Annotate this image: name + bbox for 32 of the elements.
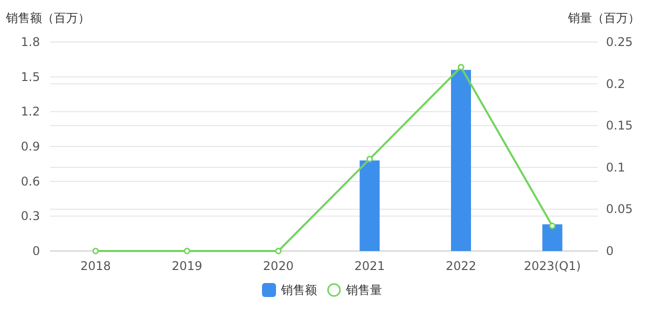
y-tick-label: 0.9	[20, 140, 40, 154]
point	[92, 248, 99, 254]
y2-tick-label: 0	[606, 244, 614, 258]
y-tick-label: 0.6	[20, 174, 40, 188]
point	[275, 248, 282, 254]
y-tick-label: 1.5	[20, 70, 40, 84]
y-tick-label: 1.8	[20, 35, 40, 49]
x-tick-label: 2021	[354, 259, 385, 273]
y-tick-label: 0.3	[20, 209, 40, 224]
point	[184, 248, 190, 254]
y2-tick-label: 0.2	[606, 76, 626, 91]
y-tick-label: 0	[32, 244, 40, 258]
x-tick-label: 2018	[80, 259, 111, 273]
y-tick-label: 1.2	[20, 104, 40, 119]
y2-tick-label: 0.1	[606, 160, 626, 174]
y2-axis-title: 销量（百万）	[567, 11, 640, 25]
x-tick-label: 2022	[446, 259, 476, 273]
legend-label: 销售量	[345, 283, 382, 297]
y2-tick-label: 0.15	[606, 118, 633, 133]
x-tick-label: 2019	[172, 259, 202, 273]
point	[549, 222, 556, 230]
bar	[360, 160, 380, 251]
bar	[542, 224, 562, 251]
legend-label: 销售额	[280, 283, 317, 297]
x-tick-label: 2023(Q1)	[524, 259, 581, 273]
y2-tick-label: 0.25	[606, 35, 633, 49]
bar	[451, 70, 471, 251]
point	[458, 64, 464, 70]
x-tick-label: 2020	[263, 259, 294, 273]
point	[366, 156, 373, 162]
y-axis-title: 销售额（百万）	[5, 11, 90, 25]
y2-tick-label: 0.05	[606, 202, 633, 216]
